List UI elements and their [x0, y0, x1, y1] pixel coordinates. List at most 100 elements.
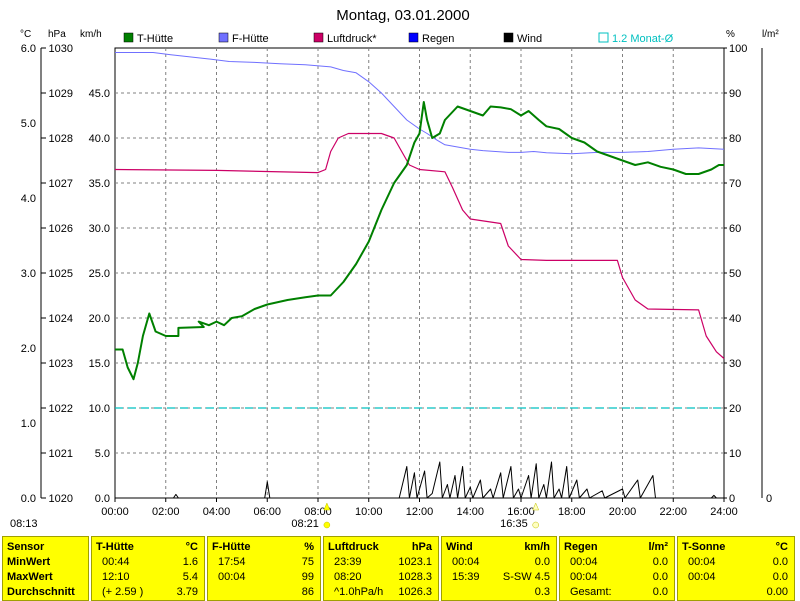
legend-swatch-luftdruck: [313, 32, 324, 43]
hpa-tick-label: 1024: [49, 313, 73, 325]
legend-swatch-t-huette: [123, 32, 134, 43]
hpa-tick-label: 1027: [49, 178, 73, 190]
statistics-table: Sensor MinWert MaxWert Durchschnitt T-Hü…: [0, 536, 800, 601]
panel-cell-value: 0.3: [534, 586, 550, 598]
percent-tick-label: 0: [729, 493, 735, 505]
panel-cell-value: 0.0: [534, 556, 550, 568]
weather-chart: Montag, 03.01.2000 °C hPa km/h % l/m² T-…: [10, 7, 779, 530]
panel-header-unit: °C: [775, 541, 788, 553]
panel-cell-value: 5.4: [182, 571, 198, 583]
stats-panel-t-sonne: T-Sonne °C 00:04 0.0 00:04 0.0 0.00: [677, 536, 795, 601]
stats-panel-luftdruck: Luftdruck hPa 23:39 1023.1 08:20 1028.3 ^1.0hP…: [323, 536, 439, 601]
celsius-tick-label: 40.0: [89, 133, 110, 145]
series-luftdruck: [114, 132, 725, 359]
x-tick-label: 10:00: [355, 506, 383, 518]
legend-label-wind: Wind: [517, 33, 542, 45]
panel-cell-value: 3.79: [176, 586, 198, 598]
panel-header-unit: hPa: [411, 541, 432, 553]
axis-unit-rain: l/m²: [762, 29, 779, 40]
percent-tick-label: 10: [729, 448, 741, 460]
panel-cell-value: 1.6: [182, 556, 198, 568]
panel-cell-value: 99: [301, 571, 314, 583]
left-axes: 6.0 5.0 4.0 3.0 2.0 1.0 0.0 1030 1029 1028 1027 102…: [21, 43, 110, 505]
stats-panel-regen: Regen l/m² 00:04 0.0 00:04 0.0 Gesamt: 0.0: [559, 536, 675, 601]
percent-tick-label: 70: [729, 178, 741, 190]
x-axis: 00:00 02:00 04:00 06:00 08:00 10:00 12:00 14:00…: [10, 498, 738, 530]
legend-label-monat: 1.2 Monat-Ø: [612, 33, 674, 45]
hpa-tick-label: 1020: [49, 493, 73, 505]
stats-panel-f-h-tte: F-Hütte% 17:54 75 00:04 99 86: [207, 536, 321, 601]
panel-cell-value: 1028.3: [398, 571, 432, 583]
panel-cell-value: S-SW 4.5: [502, 571, 550, 583]
panel-cell-time: 15:39: [452, 571, 480, 583]
panel-header-name: F-Hütte: [212, 541, 251, 553]
panel-header-name: Luftdruck: [328, 541, 379, 553]
panel-cell-value: 1026.3: [398, 586, 432, 598]
x-tick-label: 00:00: [101, 506, 129, 518]
axis-unit-celsius: °C: [20, 29, 31, 40]
panel-cell-value: 75: [301, 556, 314, 568]
panel-cell-value: 0.0: [652, 571, 668, 583]
legend-label-t-huette: T-Hütte: [137, 33, 173, 45]
panel-header-unit: °C: [185, 541, 198, 553]
legend-swatch-monat: [598, 32, 609, 43]
panel-cell-value: 0.0: [652, 556, 668, 568]
panel-cell-value: 0.00: [766, 586, 788, 598]
panel-cell-value: 0.0: [652, 586, 668, 598]
kmh-tick-label: 1.0: [21, 418, 36, 430]
sun-marker: [323, 502, 331, 511]
below-axis-time: 08:13: [10, 518, 38, 530]
axis-unit-percent: %: [726, 29, 735, 40]
celsius-tick-label: 25.0: [89, 268, 110, 280]
below-axis-time: 08:21: [291, 518, 319, 530]
x-tick-label: 20:00: [609, 506, 637, 518]
kmh-tick-label: 2.0: [21, 343, 36, 355]
kmh-tick-label: 5.0: [21, 118, 36, 130]
celsius-tick-label: 35.0: [89, 178, 110, 190]
x-tick-label: 04:00: [203, 506, 231, 518]
legend-label-regen: Regen: [422, 33, 454, 45]
legend-label-f-huette: F-Hütte: [232, 33, 269, 45]
x-tick-label: 06:00: [253, 506, 281, 518]
percent-tick-label: 50: [729, 268, 741, 280]
legend-swatch-regen: [408, 32, 419, 43]
hpa-tick-label: 1028: [49, 133, 73, 145]
x-tick-label: 14:00: [456, 506, 484, 518]
panel-cell-time: 00:04: [570, 556, 598, 568]
hpa-tick-label: 1021: [49, 448, 73, 460]
celsius-tick-label: 5.0: [95, 448, 110, 460]
axis-unit-hpa: hPa: [48, 29, 66, 40]
kmh-tick-label: 4.0: [21, 193, 36, 205]
panel-cell-time: 00:04: [218, 571, 246, 583]
hpa-tick-label: 1029: [49, 88, 73, 100]
panel-cell-time: (+ 2.59 ): [102, 586, 144, 598]
panel-cell-value: 1023.1: [398, 556, 432, 568]
kmh-tick-label: 6.0: [21, 43, 36, 55]
panel-header-name: T-Sonne: [682, 541, 726, 553]
row-label-max: MaxWert: [7, 571, 53, 583]
kmh-tick-label: 3.0: [21, 268, 36, 280]
panel-header-unit: %: [304, 541, 314, 553]
panel-cell-time: Gesamt:: [570, 586, 612, 598]
panel-cell-time: 00:44: [102, 556, 130, 568]
row-label-avg: Durchschnitt: [7, 586, 75, 598]
panel-cell-value: 0.0: [772, 556, 788, 568]
x-tick-label: 18:00: [558, 506, 586, 518]
legend-swatch-f-huette: [218, 32, 229, 43]
grid: [115, 48, 724, 498]
panel-cell-time: 17:54: [218, 556, 246, 568]
panel-cell-value: 0.0: [772, 571, 788, 583]
hpa-tick-label: 1025: [49, 268, 73, 280]
series: [114, 52, 725, 499]
panel-cell-time: ^1.0hPa/h: [334, 586, 384, 598]
celsius-tick-label: 10.0: [89, 403, 110, 415]
percent-tick-label: 90: [729, 88, 741, 100]
stats-row-labels: Sensor MinWert MaxWert Durchschnitt: [2, 536, 89, 601]
panel-cell-time: 12:10: [102, 571, 130, 583]
celsius-tick-label: 0.0: [95, 493, 110, 505]
percent-tick-label: 80: [729, 133, 741, 145]
celsius-tick-label: 30.0: [89, 223, 110, 235]
panel-header-name: T-Hütte: [96, 541, 134, 553]
panel-header-unit: km/h: [524, 541, 550, 553]
